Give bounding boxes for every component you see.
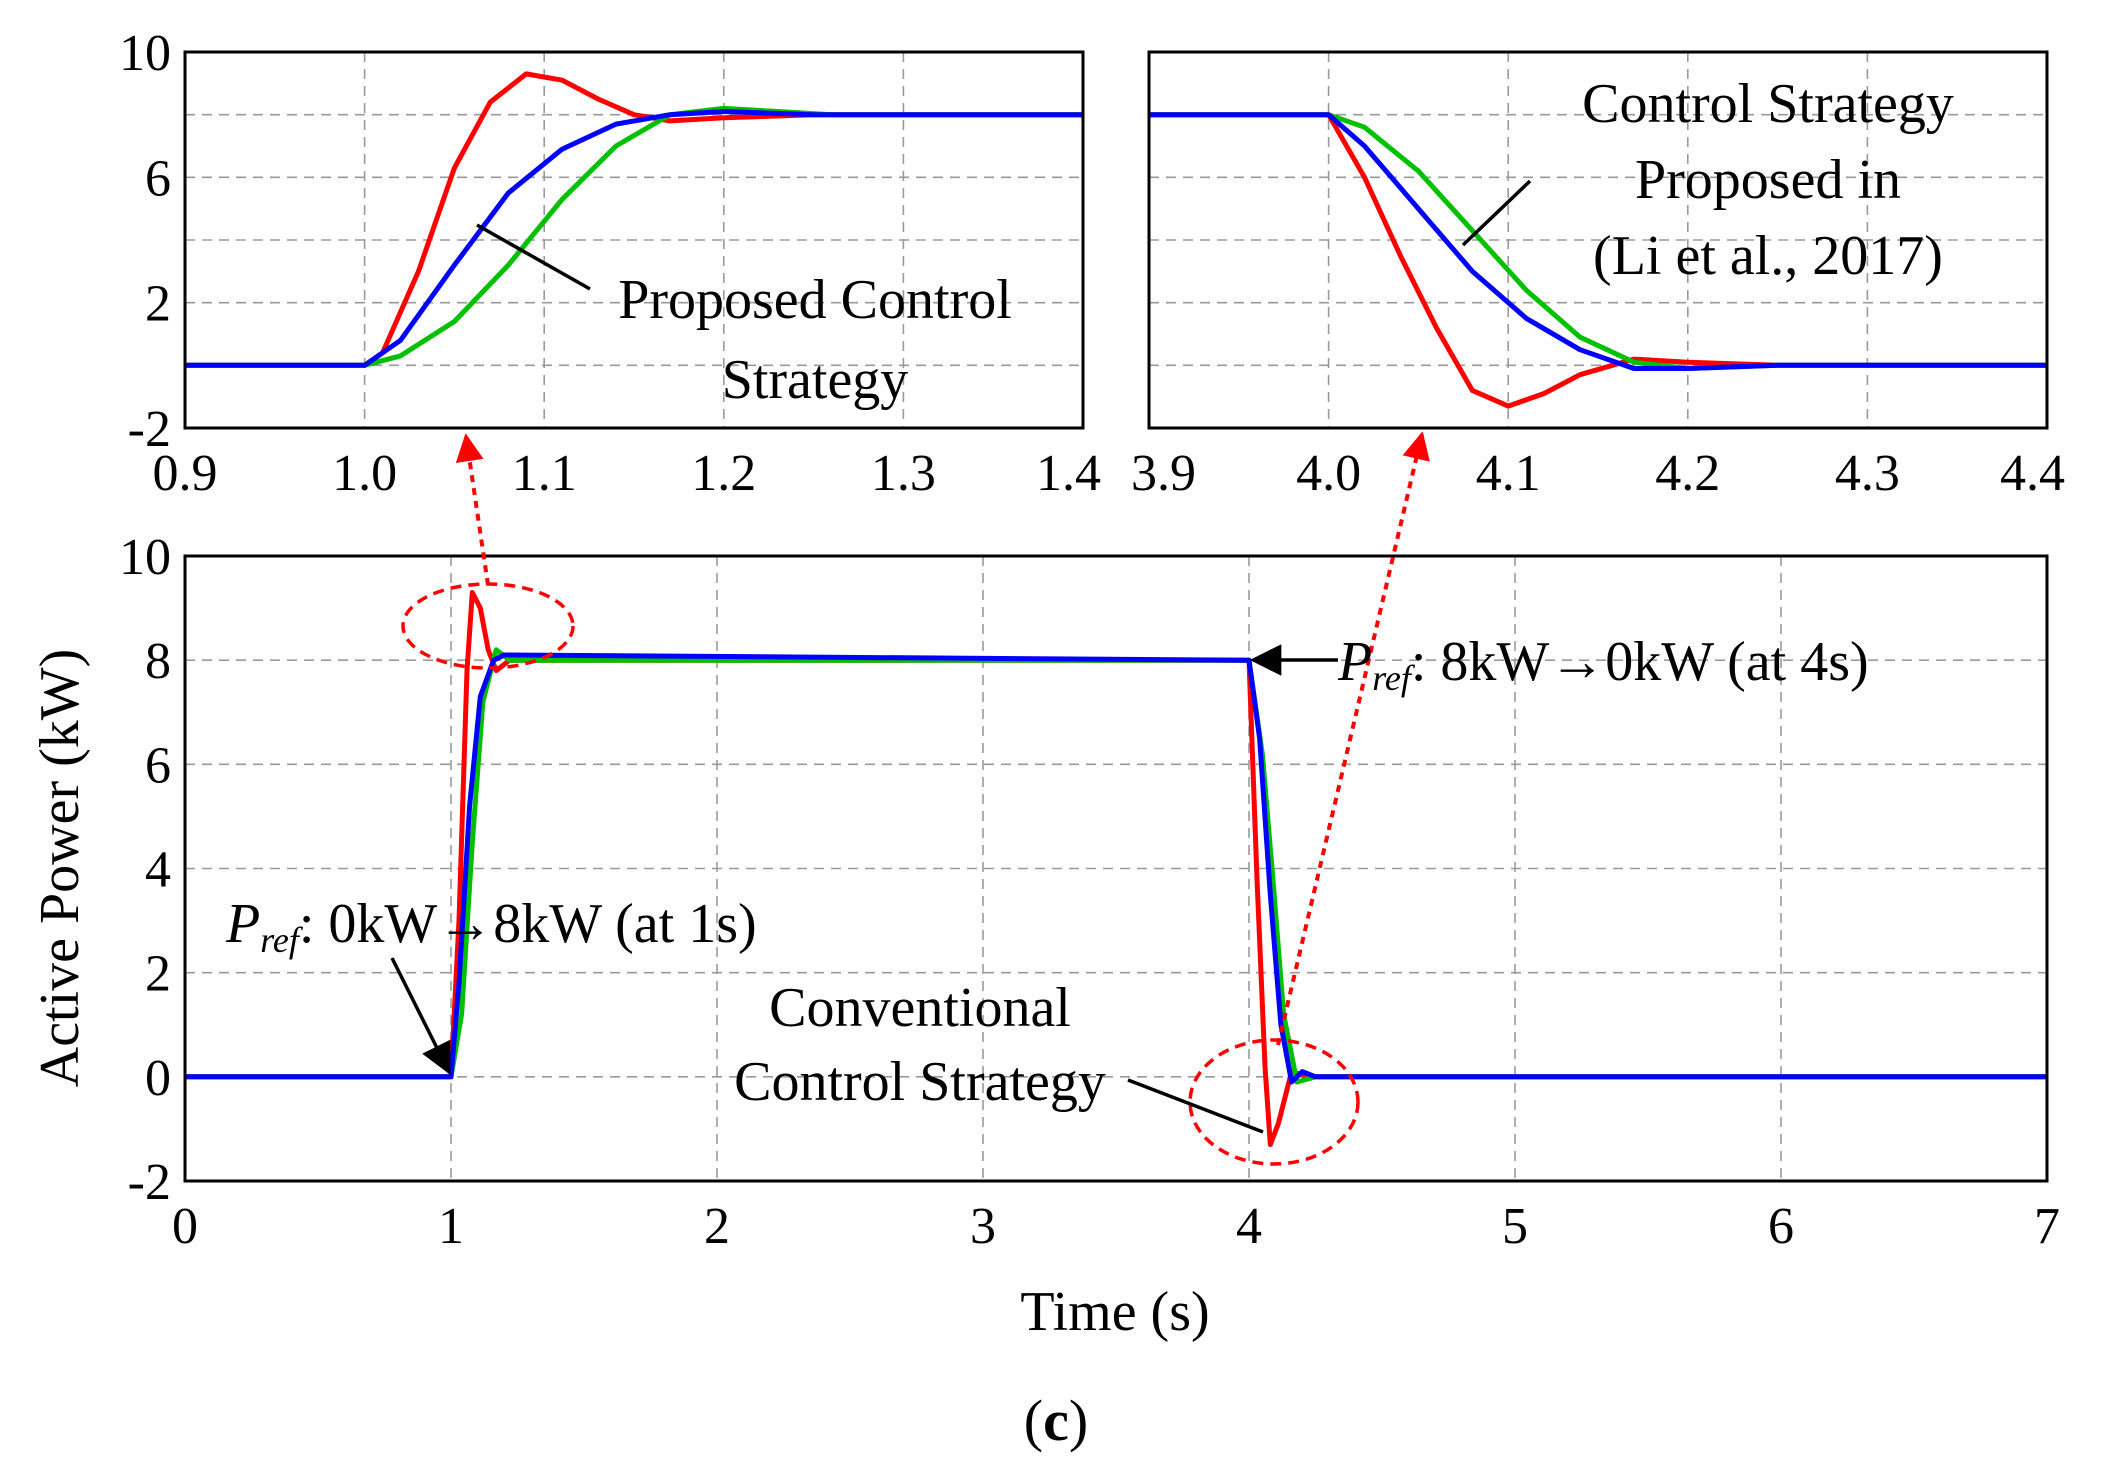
x-tick-label: 1.2 (691, 445, 756, 502)
x-tick-label: 4.4 (2000, 445, 2065, 502)
series-line-1 (185, 647, 2047, 1085)
zoom-arrow-left (455, 433, 490, 586)
main-series (185, 590, 2047, 1147)
y-axis-label: Active Power (kW) (29, 649, 91, 1088)
annotation-li-line1: Control Strategy (1582, 73, 1954, 135)
zoom-panel-step-up: 0.9 1.0 1.1 1.2 1.3 1.4 10 6 2 -2 Proposed Contro… (119, 25, 1101, 502)
x-tick-label: 0.9 (153, 445, 218, 502)
series-line-2 (185, 109, 1083, 368)
x-tick-label: 6 (1768, 1198, 1794, 1255)
x-tick-label: 1 (438, 1198, 464, 1255)
y-tick-label: 8 (145, 633, 171, 690)
annotation-conventional-line2: Control Strategy (734, 1051, 1106, 1113)
x-tick-label: 1.4 (1036, 445, 1101, 502)
annotation-step-down-rest: : 8kW→0kW (at 4s) (1411, 631, 1869, 693)
y-tick-label: 10 (119, 529, 171, 586)
annotation-step-up-rest: : 0kW→8kW (at 1s) (299, 893, 757, 955)
caption-close: ) (1069, 1388, 1088, 1453)
zoom-arrow-right (1276, 431, 1430, 1046)
annotation-step-down-sub: ref (1372, 658, 1416, 698)
figure-caption: (c) (1024, 1388, 1088, 1453)
annotation-proposed-line2: Strategy (722, 349, 909, 411)
annotation-step-up: Pref: 0kW→8kW (at 1s) (225, 893, 757, 960)
x-tick-label: 5 (1502, 1198, 1528, 1255)
y-tick-label: 2 (145, 946, 171, 1003)
x-tick-label: 0 (172, 1198, 198, 1255)
zoom-left-annotation-leader (476, 223, 591, 291)
annotation-step-up-p: P (225, 893, 260, 955)
caption-open: ( (1024, 1388, 1043, 1453)
series-line-2 (185, 652, 2047, 1085)
x-tick-label: 7 (2034, 1198, 2060, 1255)
zoom-right-ticks: 3.9 4.0 4.1 4.2 4.3 4.4 (1131, 445, 2065, 502)
x-tick-label: 4 (1236, 1198, 1262, 1255)
x-tick-label: 4.1 (1476, 445, 1541, 502)
x-tick-label: 4.3 (1835, 445, 1900, 502)
x-tick-label: 3.9 (1131, 445, 1196, 502)
annotation-step-down: Pref: 8kW→0kW (at 4s) (1337, 631, 1869, 698)
zoom-left-frame (183, 50, 1085, 430)
x-tick-label: 4.2 (1655, 445, 1720, 502)
y-tick-label: 4 (145, 842, 171, 899)
main-frame (183, 554, 2049, 1183)
y-tick-label: 10 (119, 25, 171, 82)
y-tick-label: 0 (145, 1050, 171, 1107)
series-line-0 (1149, 112, 2047, 409)
annotation-conventional-line1: Conventional (769, 977, 1071, 1039)
x-tick-label: 4.0 (1296, 445, 1361, 502)
highlight-ellipse-step-down (1188, 1038, 1360, 1166)
x-tick-label: 1.0 (332, 445, 397, 502)
zoom-right-series (1149, 112, 2047, 409)
series-line-2 (1149, 112, 2047, 371)
x-axis-label: Time (s) (1020, 1281, 1209, 1343)
y-tick-label: 2 (145, 276, 171, 333)
y-tick-label: 6 (145, 150, 171, 207)
y-tick-label: 6 (145, 737, 171, 794)
leader-conventional (1127, 1078, 1264, 1134)
annotation-step-up-sub: ref (260, 920, 304, 960)
annotation-proposed-line1: Proposed Control (618, 269, 1012, 331)
zoom-left-grid (185, 52, 1083, 428)
zoom-right-annotation-leader (1461, 179, 1532, 247)
x-tick-label: 1.3 (871, 445, 936, 502)
x-tick-label: 1.1 (512, 445, 577, 502)
zoom-left-ticks: 0.9 1.0 1.1 1.2 1.3 1.4 10 6 2 -2 (119, 25, 1101, 502)
arrow-step-up (390, 957, 451, 1075)
x-tick-label: 2 (704, 1198, 730, 1255)
annotation-step-down-p: P (1337, 631, 1372, 693)
annotation-li-line3: (Li et al., 2017) (1593, 225, 1943, 287)
x-tick-label: 3 (970, 1198, 996, 1255)
annotation-li-line2: Proposed in (1635, 149, 1901, 211)
y-tick-label: -2 (128, 401, 171, 458)
caption-letter: c (1043, 1388, 1069, 1453)
zoom-left-series (185, 71, 1083, 368)
series-line-0 (185, 71, 1083, 368)
y-tick-label: -2 (128, 1154, 171, 1211)
zoom-panel-step-down: 3.9 4.0 4.1 4.2 4.3 4.4 Control Strategy Prop… (1131, 50, 2065, 502)
zoom-right-frame (1147, 50, 2049, 430)
